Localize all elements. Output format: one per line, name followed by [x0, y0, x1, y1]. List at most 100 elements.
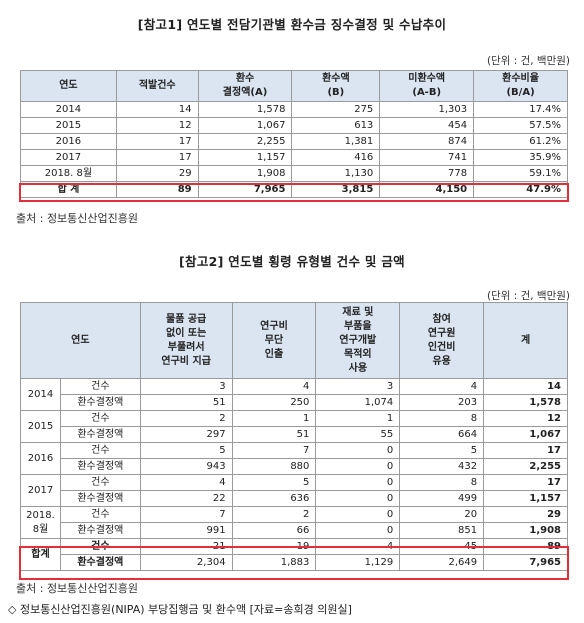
table2-header-cell: 물품 공급 없이 또는 부풀려서 연구비 지급 [139, 302, 233, 379]
table2-amount-row: 환수결정액 22 636 0 499 1,157 [21, 490, 568, 507]
table2-cell: 0 [315, 506, 401, 523]
table2-cell: 0 [315, 522, 401, 539]
table1-cell: 613 [291, 117, 381, 134]
table1-cell: 2017 [20, 149, 117, 166]
image-caption: ◇ 정보통신산업진흥원(NIPA) 부당집행금 및 환수액 [자료=송희경 의원… [8, 603, 352, 616]
table1-cell: 1,381 [291, 133, 381, 150]
table2-amount-row: 환수결정액 51 250 1,074 203 1,578 [21, 394, 568, 411]
table1-cell: 874 [379, 133, 475, 150]
table2-cell: 4 [231, 378, 317, 395]
table1-cell: 17 [115, 149, 199, 166]
table2-year-cell: 2016 [20, 442, 61, 475]
table2-header-cell: 참여 연구원 인건비 유용 [399, 302, 485, 379]
table1-cell: 61.2% [473, 133, 568, 150]
table2-cell: 2 [139, 410, 233, 427]
table2-cell: 636 [231, 490, 317, 507]
table2-total-count-row: 합계 건수 21 19 4 45 89 [20, 538, 568, 571]
table1-cell: 1,578 [197, 101, 293, 118]
table2-cell: 432 [399, 458, 485, 475]
table2-cell: 7,965 [483, 554, 568, 571]
table1-total-cell: 4,150 [379, 181, 475, 198]
table1-cell: 1,130 [291, 165, 381, 182]
table2-cell: 250 [231, 394, 317, 411]
table1-cell: 57.5% [473, 117, 568, 134]
table2-cell: 7 [231, 442, 317, 459]
table1-cell: 14 [115, 101, 199, 118]
table1-source: 출처 : 정보통신산업진흥원 [16, 212, 139, 225]
table2-cell: 20 [399, 506, 485, 523]
table2-title: [참고2] 연도별 횡령 유형별 건수 및 금액 [179, 254, 405, 269]
table2-cell: 17 [483, 442, 568, 459]
table2-cell: 2,649 [399, 554, 485, 571]
table2-cell: 3 [315, 378, 401, 395]
table1-unit: (단위 : 건, 백만원) [486, 55, 570, 67]
table1-cell: 1,157 [197, 149, 293, 166]
table2-count-label: 건수 [59, 378, 141, 395]
table2-cell: 4 [399, 378, 485, 395]
table2-cell: 45 [399, 538, 485, 555]
table2-cell: 21 [139, 538, 233, 555]
table2-header-cell: 재료 및 부품을 연구개발 목적외 사용 [315, 302, 401, 379]
table2-amount-label: 환수결정액 [59, 490, 141, 507]
table1-title: [참고1] 연도별 전담기관별 환수금 징수결정 및 수납추이 [137, 17, 447, 32]
table2-count-label: 건수 [59, 506, 141, 523]
table1-cell: 59.1% [473, 165, 568, 182]
table2-cell: 5 [399, 442, 485, 459]
table2-cell: 880 [231, 458, 317, 475]
table2-cell: 0 [315, 474, 401, 491]
table1-header-cell: 환수비율 (B/A) [473, 70, 568, 102]
table2-cell: 8 [399, 410, 485, 427]
table2-cell: 51 [231, 426, 317, 443]
table2-cell: 499 [399, 490, 485, 507]
table2-header-cell: 계 [483, 302, 568, 379]
table1-total-cell: 3,815 [291, 181, 381, 198]
table2-cell: 51 [139, 394, 233, 411]
table2-cell: 1 [315, 410, 401, 427]
table1-header-cell: 환수액 (B) [291, 70, 381, 102]
table2-cell: 29 [483, 506, 568, 523]
table2-cell: 12 [483, 410, 568, 427]
table2-amount-label: 환수결정액 [59, 394, 141, 411]
table2-cell: 1,074 [315, 394, 401, 411]
table2-cell: 66 [231, 522, 317, 539]
table1-total-row: 합 계 89 7,965 3,815 4,150 47.9% [20, 181, 568, 198]
table2-cell: 297 [139, 426, 233, 443]
table2-cell: 1,883 [231, 554, 317, 571]
table2-amount-label: 환수결정액 [59, 554, 141, 571]
table1-cell: 1,303 [379, 101, 475, 118]
table1-cell: 275 [291, 101, 381, 118]
table2-cell: 203 [399, 394, 485, 411]
table1-total-cell: 합 계 [20, 181, 117, 198]
table2-cell: 2 [231, 506, 317, 523]
table2-count-label: 건수 [59, 410, 141, 427]
table2-amount-label: 환수결정액 [59, 426, 141, 443]
table2-count-row: 2016 건수 5 7 0 5 17 [20, 442, 568, 475]
table1-cell: 35.9% [473, 149, 568, 166]
table1-cell: 29 [115, 165, 199, 182]
table2: 연도 물품 공급 없이 또는 부풀려서 연구비 지급 연구비 무단 인출 재료 및 부품을 연구개발… [20, 302, 568, 571]
table1-cell: 2,255 [197, 133, 293, 150]
table2-cell: 5 [139, 442, 233, 459]
table1-cell: 741 [379, 149, 475, 166]
table2-source: 출처 : 정보통신산업진흥원 [16, 582, 139, 595]
table2-year-cell: 2018. 8월 [20, 506, 61, 539]
table2-cell: 0 [315, 490, 401, 507]
table1-cell: 2018. 8월 [20, 165, 117, 182]
table2-count-label: 건수 [59, 442, 141, 459]
table2-cell: 0 [315, 442, 401, 459]
table2-cell: 0 [315, 458, 401, 475]
table2-count-row: 2014 건수 3 4 3 4 14 [20, 378, 568, 411]
table1-total-cell: 7,965 [197, 181, 293, 198]
table2-count-row: 2018. 8월 건수 7 2 0 20 29 [20, 506, 568, 539]
table1-cell: 12 [115, 117, 199, 134]
table2-cell: 664 [399, 426, 485, 443]
table2-count-label: 건수 [59, 538, 141, 555]
table2-count-row: 2017 건수 4 5 0 8 17 [20, 474, 568, 507]
table1-header-cell: 적발건수 [115, 70, 199, 102]
table2-cell: 7 [139, 506, 233, 523]
table2-cell: 55 [315, 426, 401, 443]
table2-cell: 4 [139, 474, 233, 491]
table2-amount-label: 환수결정액 [59, 522, 141, 539]
table2-cell: 991 [139, 522, 233, 539]
table2-total-amount-row: 환수결정액 2,304 1,883 1,129 2,649 7,965 [21, 554, 568, 571]
